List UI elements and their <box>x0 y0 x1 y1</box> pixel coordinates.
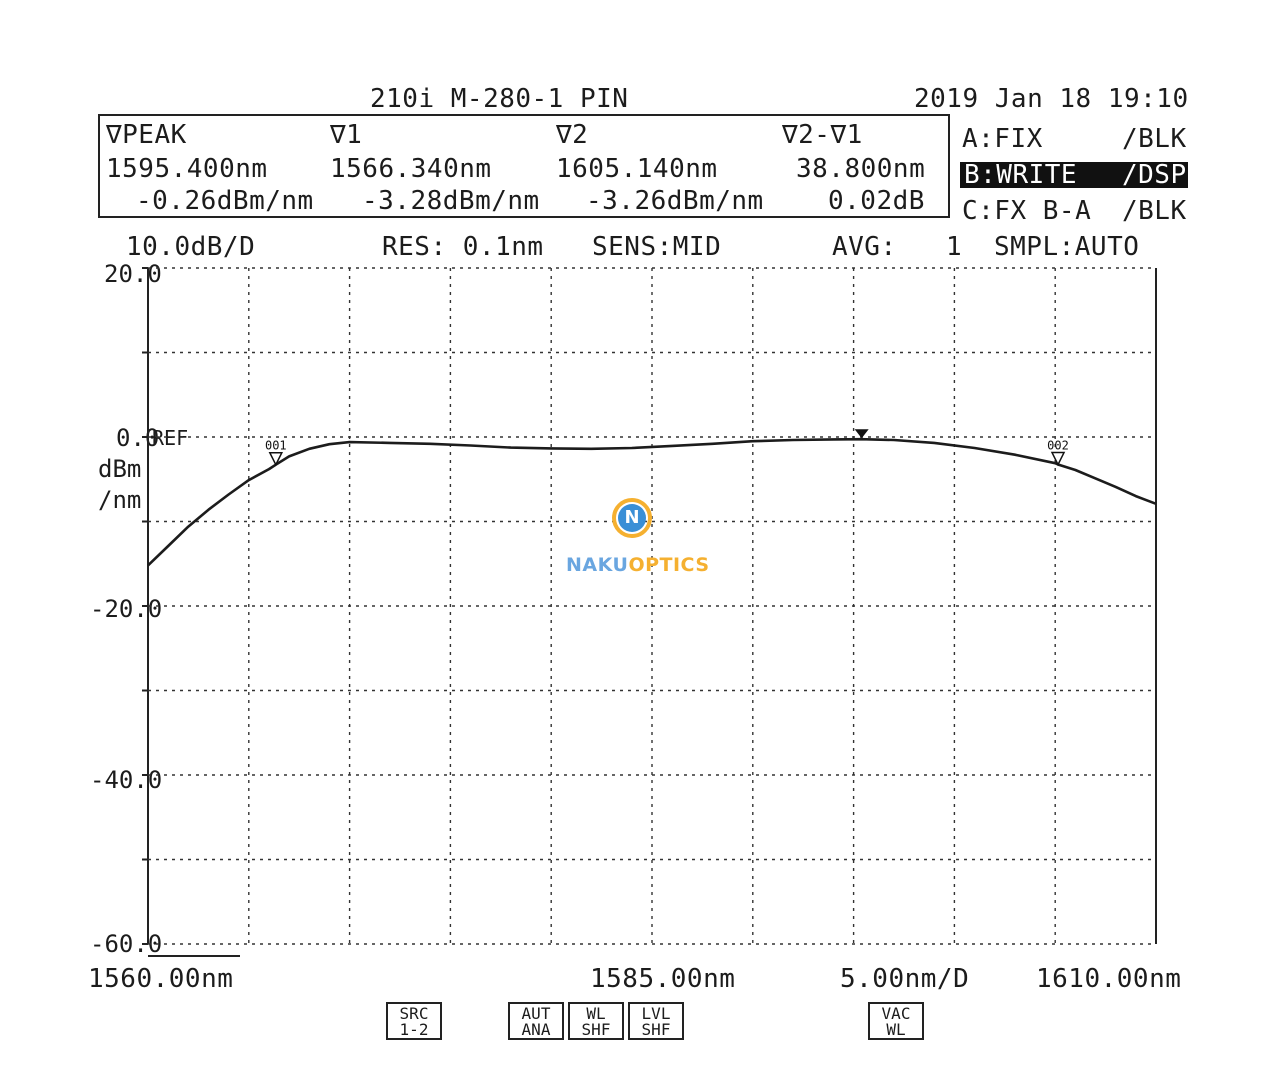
marker-triangle-icon <box>268 451 284 467</box>
peak-marker-label: ∇PEAK <box>106 120 187 150</box>
marker-readout-box <box>98 114 950 218</box>
logo-word-part2: OPTICS <box>628 554 710 576</box>
sampling-setting: SMPL:AUTO <box>994 232 1140 262</box>
trace-a-mode[interactable]: A:FIX <box>962 124 1043 154</box>
peak-marker-icon <box>854 429 869 439</box>
x-end-label: 1610.00nm <box>1036 964 1182 994</box>
marker-layer: 001 002 <box>265 429 1069 467</box>
trace-b-state[interactable]: /DSP <box>1118 162 1188 188</box>
x-start-label: 1560.00nm <box>88 964 234 994</box>
level-shift-button[interactable]: LVL SHF <box>628 1002 684 1040</box>
logo-letter: N <box>618 504 646 532</box>
grid <box>142 267 1157 957</box>
trace-b-mode[interactable]: B:WRITE <box>960 162 1126 188</box>
src-button-line1: SRC <box>399 1004 429 1023</box>
marker-number-label: 001 <box>265 439 287 453</box>
y-tick-label: -20.0 <box>90 595 163 623</box>
scale-setting: 10.0dB/D <box>126 232 256 262</box>
y-unit-label: /nm <box>98 486 142 514</box>
x-span-label: 5.00nm/D <box>840 964 970 994</box>
vac-wl-line1: VAC <box>881 1004 911 1023</box>
vacuum-wl-button[interactable]: VAC WL <box>868 1002 924 1040</box>
marker1-label: ∇1 <box>330 120 363 150</box>
wl-shf-line2: SHF <box>581 1020 611 1039</box>
marker-triangle-icon <box>1050 451 1066 467</box>
wl-shf-line1: WL <box>586 1004 606 1023</box>
average-value: 1 <box>946 232 963 262</box>
logo-word-part1: NAKU <box>566 554 629 576</box>
spectrum-trace <box>147 437 1157 567</box>
lvl-shf-line1: LVL <box>641 1004 671 1023</box>
wl-shift-button[interactable]: WL SHF <box>568 1002 624 1040</box>
marker2-wavelength: 1605.140nm <box>556 154 718 184</box>
logo-wordmark: NAKUOPTICS <box>566 554 710 576</box>
trace-layer <box>147 437 1157 567</box>
ref-label: REF <box>152 426 189 450</box>
vac-wl-line2: WL <box>886 1020 906 1039</box>
x-center-label: 1585.00nm <box>590 964 736 994</box>
y-unit-label: dBm <box>98 455 142 483</box>
date-time: 2019 Jan 18 19:10 <box>914 84 1189 114</box>
marker-diff-wavelength: 38.800nm <box>796 154 926 184</box>
resolution-setting: RES: 0.1nm <box>382 232 544 262</box>
nakuoptics-logo: N NAKUOPTICS <box>566 498 716 582</box>
peak-wavelength: 1595.400nm <box>106 154 268 184</box>
marker2-level: -3.26dBm/nm <box>586 186 764 216</box>
aut-button-line2: ANA <box>521 1020 551 1039</box>
y-tick-label: 20.0 <box>104 260 162 288</box>
trace-a-state[interactable]: /BLK <box>1122 124 1187 154</box>
marker-number-label: 002 <box>1047 439 1069 453</box>
sensitivity-setting: SENS:MID <box>592 232 722 262</box>
marker2-label: ∇2 <box>556 120 589 150</box>
trace-c-mode[interactable]: C:FX B-A <box>962 196 1092 226</box>
instrument-title: 210i M-280-1 PIN <box>370 84 629 114</box>
trace-c-state[interactable]: /BLK <box>1122 196 1187 226</box>
y-tick-label: 0.0 <box>116 424 160 452</box>
marker1-wavelength: 1566.340nm <box>330 154 492 184</box>
aut-button-line1: AUT <box>521 1004 551 1023</box>
marker-diff-label: ∇2-∇1 <box>782 120 863 150</box>
marker1-level: -3.28dBm/nm <box>362 186 540 216</box>
average-label: AVG: <box>832 232 897 262</box>
y-tick-label: -40.0 <box>90 766 163 794</box>
peak-level: -0.26dBm/nm <box>136 186 314 216</box>
logo-ring-icon <box>612 498 652 538</box>
src-button-line2: 1-2 <box>399 1020 429 1039</box>
src-button[interactable]: SRC 1-2 <box>386 1002 442 1040</box>
marker-diff-level: 0.02dB <box>828 186 925 216</box>
lvl-shf-line2: SHF <box>641 1020 671 1039</box>
auto-analysis-button[interactable]: AUT ANA <box>508 1002 564 1040</box>
